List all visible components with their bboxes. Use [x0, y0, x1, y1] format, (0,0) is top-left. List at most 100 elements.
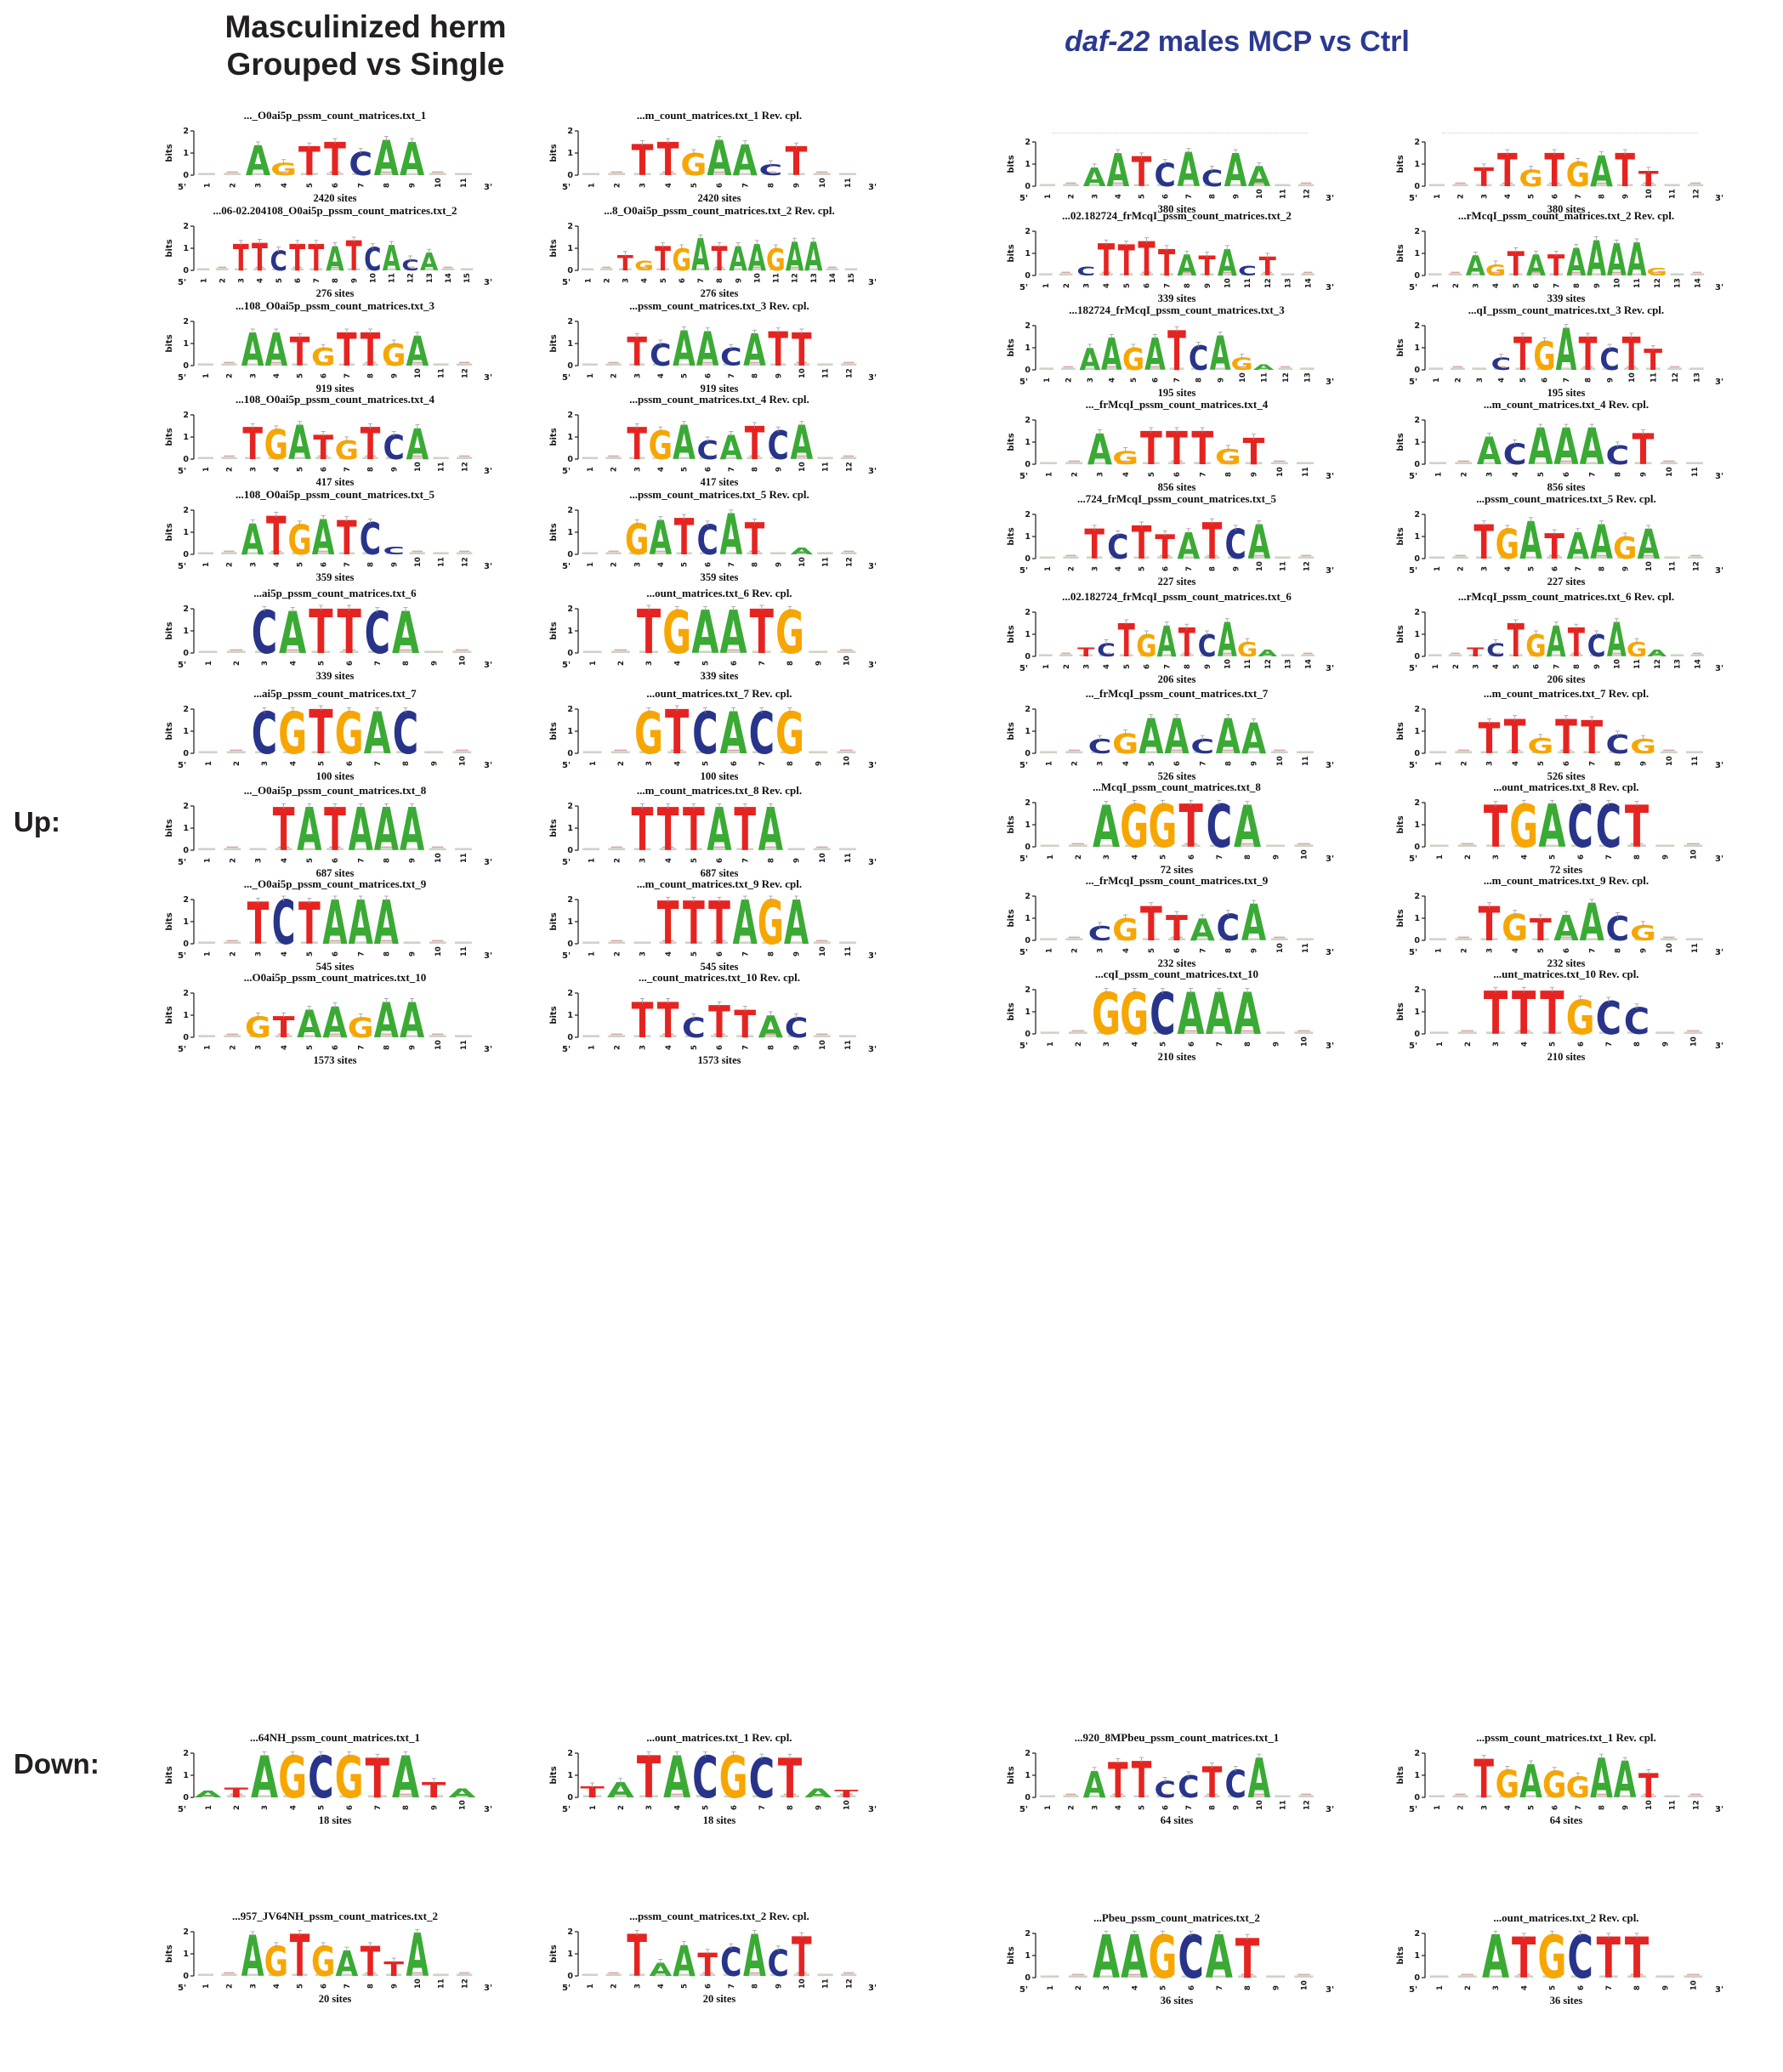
svg-text:6: 6 [704, 1984, 713, 1989]
svg-text:9: 9 [1640, 472, 1649, 477]
logo-plot: ...m_count_matrices.txt_9 Rev. cpl. 0 1 2 bi… [1391, 874, 1731, 970]
svg-text:5: 5 [1513, 664, 1521, 669]
sites-label: 526 sites [1547, 770, 1586, 782]
three-prime-label: 3' [484, 951, 492, 961]
three-prime-label: 3' [1715, 472, 1723, 481]
sites-label: 227 sites [1157, 576, 1196, 588]
svg-text:4: 4 [657, 1984, 666, 1989]
plot-title: ..._O0ai5p_pssm_count_matrices.txt_1 [243, 109, 427, 122]
svg-text:2: 2 [617, 1805, 626, 1810]
svg-text:A: A [349, 891, 373, 958]
five-prime-label: 5' [1409, 566, 1417, 576]
svg-text:1: 1 [567, 339, 573, 349]
svg-text:0: 0 [1414, 366, 1420, 375]
bits-axis-label: bits [165, 912, 174, 930]
sites-label: 856 sites [1157, 481, 1196, 493]
bits-axis-label: bits [1396, 338, 1405, 356]
sites-label: 276 sites [315, 287, 355, 299]
svg-text:6: 6 [320, 373, 328, 378]
svg-text:11: 11 [822, 557, 831, 567]
svg-text:5: 5 [702, 661, 711, 666]
svg-text:12: 12 [845, 462, 854, 472]
three-prime-label: 3' [484, 1805, 492, 1814]
bits-axis-label: bits [549, 239, 559, 257]
five-prime-label: 5' [562, 467, 571, 476]
sites-label: 72 sites [1549, 864, 1583, 876]
three-prime-label: 3' [1715, 664, 1723, 673]
svg-text:4: 4 [657, 467, 666, 472]
five-prime-label: 5' [1409, 761, 1417, 770]
logo-plot: ...pssm_count_matrices.txt_3 Rev. cpl. 0 1… [544, 299, 884, 395]
logo-plot: ...m_count_matrices.txt_9 Rev. cpl. 0 1 2 bi… [544, 877, 884, 974]
svg-text:7: 7 [374, 1805, 383, 1810]
svg-text:7: 7 [357, 183, 366, 188]
svg-text:9: 9 [390, 373, 399, 378]
svg-text:2: 2 [567, 506, 573, 515]
logo-plot: ..._count_matrices.txt_10 Rev. cpl. 0 1 2 bi… [544, 971, 884, 1067]
svg-text:3: 3 [645, 761, 654, 766]
svg-text:0: 0 [183, 455, 189, 464]
svg-text:8: 8 [752, 562, 760, 567]
svg-text:1: 1 [587, 373, 595, 378]
svg-text:6: 6 [1173, 948, 1182, 953]
svg-text:1: 1 [1025, 1951, 1031, 1961]
svg-text:11: 11 [1650, 372, 1658, 383]
svg-text:12: 12 [1654, 659, 1662, 669]
sites-label: 1573 sites [697, 1054, 741, 1066]
svg-text:5: 5 [306, 183, 315, 188]
three-prime-label: 3' [1715, 566, 1723, 576]
svg-text:3: 3 [639, 858, 648, 863]
svg-text:8: 8 [1225, 472, 1234, 477]
svg-text:6: 6 [1188, 1042, 1196, 1047]
plot-title: ...8_O0ai5p_pssm_count_matrices.txt_2 Re… [604, 204, 835, 217]
svg-text:T: T [1579, 328, 1598, 381]
sites-label: 18 sites [702, 1814, 736, 1826]
plot-title: ...64NH_pssm_count_matrices.txt_1 [249, 1731, 421, 1744]
sites-label: 380 sites [1547, 203, 1586, 215]
five-prime-label: 5' [1019, 1042, 1028, 1051]
svg-text:8: 8 [1598, 194, 1607, 199]
bits-axis-label: bits [549, 622, 559, 639]
svg-text:0: 0 [567, 1793, 573, 1802]
svg-text:12: 12 [1303, 189, 1311, 199]
three-prime-label: 3' [868, 761, 877, 770]
svg-text:8: 8 [383, 183, 392, 188]
bits-axis-label: bits [165, 239, 174, 257]
svg-text:C: C [1486, 640, 1505, 661]
svg-text:1: 1 [1414, 727, 1420, 736]
svg-text:3: 3 [1097, 948, 1105, 953]
svg-text:4: 4 [1512, 948, 1520, 953]
svg-text:5: 5 [1160, 1042, 1168, 1047]
svg-text:2: 2 [1025, 227, 1031, 236]
panel-header-left: Masculinized herm Grouped vs Single [119, 9, 612, 82]
svg-text:1: 1 [1414, 343, 1420, 353]
svg-text:4: 4 [1115, 566, 1123, 571]
svg-text:5: 5 [1148, 948, 1156, 953]
svg-text:5: 5 [306, 1045, 315, 1050]
svg-text:1: 1 [1044, 194, 1053, 199]
five-prime-label: 5' [1019, 472, 1028, 481]
five-prime-label: 5' [1409, 948, 1417, 957]
logo-plot: ...ai5p_pssm_count_matrices.txt_6 0 1 2 bits… [160, 587, 500, 683]
svg-text:2: 2 [1075, 854, 1083, 860]
svg-text:3: 3 [1091, 566, 1099, 571]
svg-text:A: A [649, 1959, 673, 1980]
svg-text:1: 1 [567, 627, 573, 636]
svg-text:5: 5 [1513, 283, 1521, 288]
svg-text:5: 5 [690, 951, 699, 957]
sites-label: 1573 sites [313, 1054, 357, 1066]
svg-text:2: 2 [1457, 1805, 1466, 1810]
five-prime-label: 5' [1409, 1985, 1417, 1995]
svg-text:12: 12 [461, 1978, 469, 1989]
svg-text:7: 7 [1216, 1985, 1224, 1990]
sites-label: 380 sites [1157, 203, 1196, 215]
svg-text:G: G [1231, 355, 1253, 374]
bits-axis-label: bits [1396, 1766, 1405, 1784]
logo-plot: ...957_JV64NH_pssm_count_matrices.txt_2 0… [160, 1910, 500, 2006]
svg-text:1: 1 [203, 183, 212, 188]
svg-text:2: 2 [1025, 321, 1031, 331]
svg-text:3: 3 [1492, 854, 1501, 860]
sites-label: 20 sites [702, 1993, 736, 2005]
svg-text:10: 10 [434, 853, 443, 863]
